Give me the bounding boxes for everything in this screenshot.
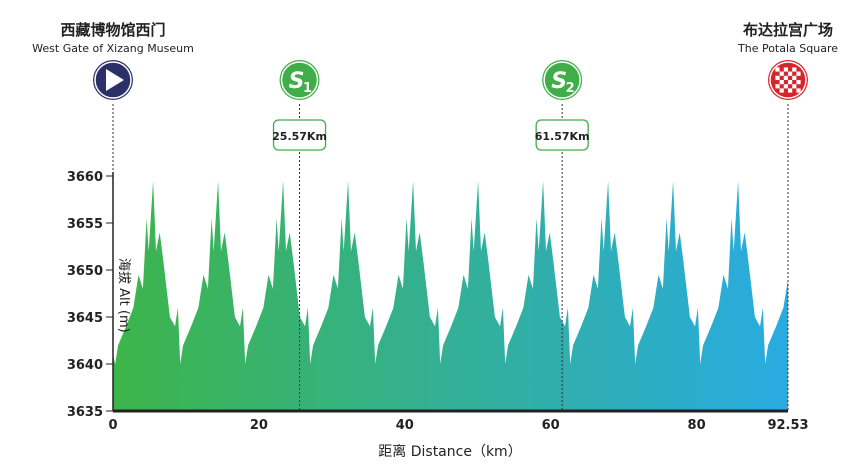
icon-circle	[279, 60, 320, 100]
km-label-box	[535, 119, 589, 151]
checker-square	[783, 75, 788, 80]
checker-square	[796, 71, 801, 76]
km-label: 25.57Km	[272, 130, 327, 143]
badge-letter: S	[551, 69, 567, 94]
checker-square	[788, 80, 793, 85]
marker-s1: S1 25.57Km	[272, 60, 327, 411]
km-label-box	[272, 119, 327, 151]
play-icon	[93, 60, 133, 100]
marker-name-cn: 布达拉宫广场	[743, 21, 833, 39]
checker-square	[779, 71, 784, 76]
y-axis-label: 海拔 Alt (m)	[116, 258, 131, 333]
badge-number: 1	[303, 81, 312, 96]
checker-square	[788, 88, 793, 93]
checker-square	[788, 71, 793, 76]
marker-name-cn: 西藏博物馆西门	[60, 21, 165, 39]
icon-ring	[543, 61, 581, 99]
sprint-1-icon: S1	[279, 60, 320, 100]
y-tick-label: 3660	[67, 170, 103, 185]
checker-square	[775, 67, 780, 72]
marker-finish: 布达拉宫广场 The Potala Square	[737, 21, 838, 411]
checker-square	[775, 75, 780, 80]
badge-number: 2	[566, 81, 575, 96]
checker-square	[783, 67, 788, 72]
checkered-flag-icon	[768, 60, 808, 100]
icon-ring	[94, 61, 132, 99]
checker-square	[779, 88, 784, 93]
marker-start: 西藏博物馆西门 West Gate of Xizang Museum	[32, 21, 194, 411]
y-tick-label: 3640	[67, 358, 103, 373]
y-tick-label: 3655	[67, 217, 103, 232]
x-tick-label: 40	[396, 418, 414, 433]
checker-square	[792, 67, 797, 72]
play-triangle	[106, 69, 124, 91]
checker-square	[779, 80, 784, 85]
icon-ring	[280, 61, 319, 99]
x-tick-label: 0	[108, 418, 117, 433]
x-tick-label: 60	[542, 418, 560, 433]
marker-name-en: The Potala Square	[737, 42, 838, 55]
marker-s2: S2 61.57Km	[535, 60, 590, 411]
marker-name-en: West Gate of Xizang Museum	[32, 42, 194, 55]
sprint-2-icon: S2	[542, 60, 583, 100]
x-tick-label: 80	[688, 418, 706, 433]
checker-square	[792, 75, 797, 80]
x-tick-label: 20	[250, 418, 268, 433]
badge-letter: S	[289, 69, 305, 94]
icon-circle	[542, 60, 583, 100]
checker-square	[796, 88, 801, 93]
x-tick-label: 92.53	[767, 418, 808, 433]
checker-square	[775, 84, 780, 89]
y-tick-label: 3645	[67, 311, 103, 326]
icon-ring	[769, 61, 807, 99]
km-label: 61.57Km	[535, 130, 590, 143]
checker-square	[796, 80, 801, 85]
elevation-area	[113, 180, 788, 411]
x-axis-label: 距离 Distance（km）	[378, 443, 521, 460]
checker-square	[783, 84, 788, 89]
checker-square	[792, 84, 797, 89]
y-tick-label: 3650	[67, 264, 103, 279]
y-tick-label: 3635	[67, 405, 103, 420]
